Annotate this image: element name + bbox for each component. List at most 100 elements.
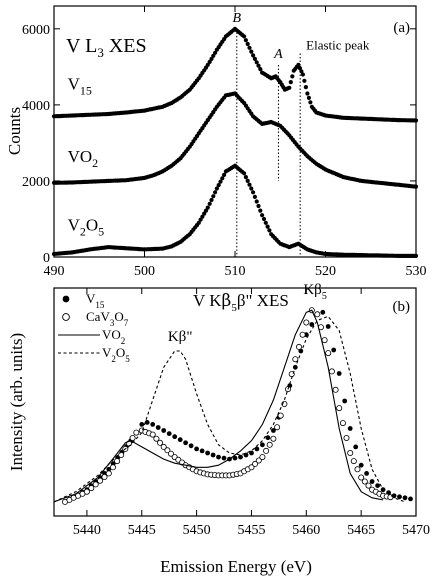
data-point <box>150 422 156 427</box>
data-point <box>402 495 408 501</box>
panel-b-ylabel: Intensity (arb. units) <box>7 333 26 471</box>
peak-annotation: Kβ5 <box>303 282 326 302</box>
panel-b-axes: 5440 5445 5450 5455 5460 5465 5470 <box>73 288 430 538</box>
data-point <box>274 424 281 431</box>
data-point <box>263 447 270 454</box>
data-point <box>297 66 302 71</box>
data-point <box>369 479 375 484</box>
series-vo2 <box>51 91 419 189</box>
panel-b: Intensity (arb. units) Emission Energy (… <box>7 282 430 576</box>
data-point <box>358 474 365 481</box>
data-point <box>267 228 272 233</box>
series-vo2 <box>53 309 384 503</box>
legend-marker-filled <box>62 295 70 303</box>
data-point <box>321 337 328 344</box>
data-point <box>238 454 243 460</box>
panel-a-xtick-label: 490 <box>44 264 65 279</box>
panel-b-xlabel: Emission Energy (eV) <box>160 557 312 576</box>
data-point <box>144 420 150 425</box>
panel-b-xtick-label: 5470 <box>402 523 430 538</box>
data-point <box>328 368 335 375</box>
data-point <box>303 319 310 326</box>
data-point <box>375 483 380 488</box>
data-point <box>205 450 211 456</box>
elastic-peak-label: Elastic peak <box>306 38 370 53</box>
panel-b-label: (b) <box>393 299 411 315</box>
data-point <box>243 38 248 43</box>
data-point <box>277 412 284 419</box>
data-point <box>211 194 216 199</box>
data-point <box>183 440 189 446</box>
data-point <box>413 253 419 258</box>
panel-a: Counts V L3 XES (a) 490 500 510 520 530 0 2000… <box>5 5 427 279</box>
data-point <box>397 494 402 500</box>
data-point <box>245 41 250 47</box>
data-point <box>292 356 299 363</box>
legend-label: CaV3O7 <box>86 309 129 328</box>
data-point <box>296 62 301 67</box>
data-point <box>214 186 219 191</box>
panel-a-xtick-label: 500 <box>134 264 155 279</box>
data-point <box>256 203 261 209</box>
data-point <box>302 78 307 83</box>
panel-b-series <box>53 307 413 505</box>
data-point <box>320 309 326 315</box>
series-label-v15: V15 <box>68 75 92 98</box>
data-point <box>243 175 248 180</box>
panel-a-ytick-label: 0 <box>43 251 50 266</box>
data-point <box>265 435 271 441</box>
legend-label: V2O5 <box>102 345 130 364</box>
data-point <box>271 428 276 433</box>
panel-b-xtick-label: 5460 <box>292 523 320 538</box>
data-point <box>200 214 205 219</box>
data-point <box>290 74 295 79</box>
data-point <box>325 324 331 329</box>
data-point <box>361 478 368 485</box>
data-point <box>266 441 273 448</box>
legend-entry-vo2: VO2 <box>58 327 125 346</box>
data-point <box>258 67 263 72</box>
legend-label: V15 <box>86 291 105 310</box>
panel-b-xtick-label: 5455 <box>237 523 265 538</box>
legend-marker-open <box>62 313 70 321</box>
data-point <box>164 447 171 454</box>
data-point <box>350 458 357 465</box>
data-point <box>347 449 354 456</box>
data-point <box>207 201 212 206</box>
panel-a-series <box>51 26 419 258</box>
data-point <box>308 100 313 105</box>
data-point <box>114 458 121 465</box>
data-point <box>252 194 257 199</box>
data-point <box>83 488 90 495</box>
data-point <box>295 343 302 350</box>
data-point <box>156 439 163 446</box>
data-point <box>248 464 255 471</box>
data-point <box>331 347 337 353</box>
data-point <box>205 62 210 67</box>
data-point <box>259 454 266 461</box>
data-point <box>216 183 221 188</box>
data-point <box>387 494 394 501</box>
peak-annotation: Kβ" <box>168 329 193 345</box>
series-line <box>53 309 384 503</box>
panel-b-title: V Kβ5β" XES <box>193 291 289 314</box>
data-point <box>177 437 183 443</box>
data-point <box>153 435 160 442</box>
data-point <box>155 425 161 430</box>
data-point <box>270 435 277 442</box>
data-point <box>300 72 305 77</box>
data-point <box>221 455 227 461</box>
data-point <box>149 431 156 438</box>
data-point <box>251 53 256 58</box>
series-line <box>53 315 406 503</box>
data-point <box>172 434 178 440</box>
data-point <box>249 450 254 456</box>
data-point <box>251 190 256 195</box>
panel-b-xtick-label: 5465 <box>347 523 375 538</box>
data-point <box>332 386 339 393</box>
data-point <box>205 205 210 210</box>
panel-a-title: V L3 XES <box>66 35 147 60</box>
data-point <box>139 422 145 427</box>
data-point <box>413 184 419 189</box>
